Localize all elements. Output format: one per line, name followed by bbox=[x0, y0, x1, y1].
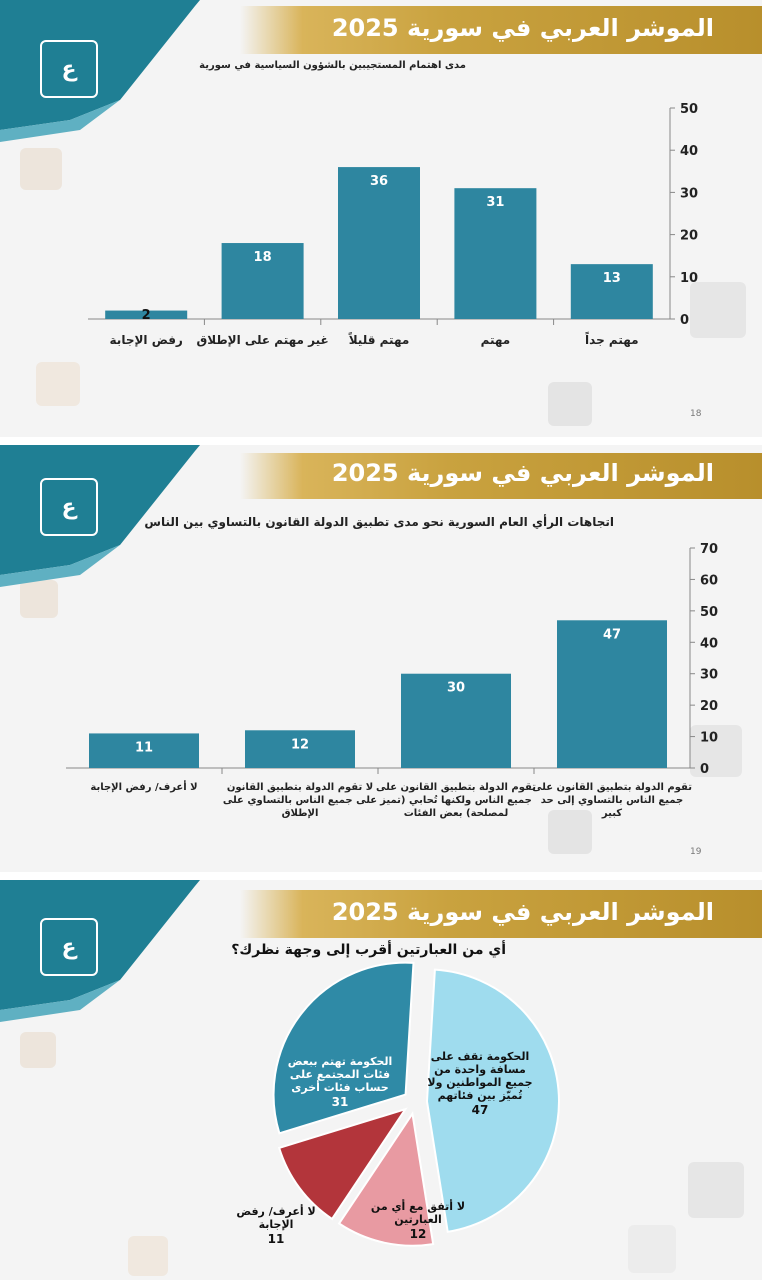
slice-value: 11 bbox=[268, 1232, 285, 1246]
x-tick-label: الإطلاق bbox=[282, 808, 319, 819]
x-tick-label: مهتم bbox=[481, 333, 511, 347]
decor-square bbox=[20, 148, 62, 190]
corner-ribbon bbox=[0, 445, 200, 587]
y-tick-label: 40 bbox=[700, 636, 718, 651]
data-label: 12 bbox=[291, 737, 309, 752]
data-label: 2 bbox=[142, 308, 151, 323]
data-label: 13 bbox=[603, 271, 621, 286]
page-number: 18 bbox=[690, 409, 702, 419]
decor-square bbox=[628, 1225, 676, 1273]
decor-square bbox=[548, 810, 592, 854]
logo: ع bbox=[40, 40, 98, 98]
slide-1: ع الموشر العربي في سورية 2025 مدى اهتمام… bbox=[0, 0, 762, 437]
x-tick-label: على جميع الناس بالتساوي على bbox=[223, 795, 377, 806]
slice-value: 31 bbox=[332, 1095, 349, 1109]
y-tick-label: 10 bbox=[680, 271, 698, 286]
y-tick-label: 20 bbox=[680, 229, 698, 244]
x-tick-label: جميع الناس ولكنها تُحابي (تميز bbox=[379, 795, 532, 806]
x-tick-label: كبير bbox=[601, 808, 622, 819]
slide-2: ع الموشر العربي في سورية 2025 اتجاهات ال… bbox=[0, 445, 762, 872]
x-tick-label: لا تقوم الدولة بتطبيق القانون bbox=[227, 782, 373, 793]
data-label: 36 bbox=[370, 174, 388, 189]
x-tick-label: لا أعرف/ رفض الإجابة bbox=[90, 780, 197, 793]
bar bbox=[105, 310, 188, 319]
decor-square bbox=[548, 382, 592, 426]
data-label: 11 bbox=[135, 740, 153, 755]
banner-title: الموشر العربي في سورية 2025 bbox=[331, 898, 714, 926]
chart-title: اتجاهات الرأي العام السورية نحو مدى تطبي… bbox=[144, 515, 614, 529]
pie-slice bbox=[337, 1111, 435, 1247]
y-tick-label: 50 bbox=[680, 102, 698, 117]
x-tick-label: تقوم الدولة بتطبيق القانون على bbox=[532, 782, 692, 793]
pie-slice bbox=[425, 968, 560, 1233]
decor-square bbox=[20, 1032, 56, 1068]
y-tick-label: 30 bbox=[700, 668, 718, 683]
x-tick-label: مهتم جداً bbox=[585, 331, 639, 347]
title-banner bbox=[240, 6, 762, 54]
slice-label: الإجابة bbox=[259, 1218, 294, 1231]
slice-label: لا أعرف/ رفض bbox=[236, 1204, 315, 1218]
bar bbox=[338, 167, 420, 319]
bar bbox=[557, 620, 667, 768]
slice-label: الحكومة تهتم ببعض bbox=[288, 1055, 393, 1068]
slice-label: لا أتفق مع أي من bbox=[371, 1199, 465, 1213]
pie-slice bbox=[277, 1107, 408, 1221]
title-banner bbox=[240, 890, 762, 938]
y-tick-label: 60 bbox=[700, 573, 718, 588]
data-label: 47 bbox=[603, 627, 621, 642]
slice-label: الحكومة تقف على bbox=[431, 1050, 530, 1063]
y-tick-label: 50 bbox=[700, 605, 718, 620]
x-tick-label: لمصلحة) بعض الفئات bbox=[404, 808, 509, 819]
pie-slice bbox=[272, 961, 415, 1135]
slice-value: 47 bbox=[472, 1103, 489, 1117]
bar bbox=[245, 730, 355, 768]
slice-label: جميع المواطنين ولا bbox=[427, 1076, 532, 1089]
bar bbox=[401, 673, 511, 768]
bar bbox=[454, 188, 537, 319]
decor-square bbox=[690, 725, 742, 777]
decor-square bbox=[690, 282, 746, 338]
slice-label: فئات المجتمع على bbox=[290, 1068, 390, 1081]
slice-label: حساب فئات أخرى bbox=[291, 1080, 388, 1094]
data-label: 18 bbox=[254, 250, 272, 265]
logo: ع bbox=[40, 918, 98, 976]
title-banner bbox=[240, 453, 762, 499]
x-tick-label: مهتم قليلاً bbox=[348, 332, 409, 347]
y-tick-label: 20 bbox=[700, 699, 718, 714]
y-tick-label: 30 bbox=[680, 186, 698, 201]
y-tick-label: 40 bbox=[680, 144, 698, 159]
banner-title: الموشر العربي في سورية 2025 bbox=[331, 459, 714, 487]
chart-title: مدى اهتمام المستجيبين بالشؤون السياسية ف… bbox=[199, 60, 466, 71]
slice-label: تُميّز بين فئاتهم bbox=[438, 1089, 523, 1102]
x-tick-label: غير مهتم على الإطلاق bbox=[197, 333, 329, 347]
chart-title: أي من العبارتين أقرب إلى وجهة نظرك؟ bbox=[231, 942, 506, 958]
decor-square bbox=[688, 1162, 744, 1218]
banner-title: الموشر العربي في سورية 2025 bbox=[331, 14, 714, 42]
slice-label: العبارتين bbox=[394, 1213, 442, 1226]
decor-square bbox=[36, 362, 80, 406]
bar bbox=[570, 264, 653, 319]
decor-square bbox=[20, 580, 58, 618]
page-number: 19 bbox=[690, 847, 702, 857]
y-tick-label: 0 bbox=[700, 762, 709, 777]
slice-label: مسافة واحدة من bbox=[434, 1063, 526, 1076]
slice-value: 12 bbox=[410, 1227, 427, 1241]
data-label: 30 bbox=[447, 681, 465, 696]
x-tick-label: رفض الإجابة bbox=[110, 333, 183, 347]
x-tick-label: تقوم الدولة بتطبيق القانون على bbox=[376, 782, 536, 793]
logo: ع bbox=[40, 478, 98, 536]
y-tick-label: 70 bbox=[700, 542, 718, 557]
bar-chart-2: 0 10 20 30 40 50 60 70 11 لا أعرف/ رفض الإجابة 12 ل… bbox=[66, 542, 718, 819]
bar bbox=[221, 243, 304, 319]
slide-3: ع الموشر العربي في سورية 2025 أي من العب… bbox=[0, 880, 762, 1280]
y-tick-label: 10 bbox=[700, 731, 718, 746]
bar bbox=[89, 733, 199, 768]
data-label: 31 bbox=[486, 195, 504, 210]
decor-square bbox=[128, 1236, 168, 1276]
bar-chart-1: 0 10 20 30 40 50 2 رفض الإجابة 18 غير مهتم على ال… bbox=[88, 102, 698, 347]
y-tick-label: 0 bbox=[680, 313, 689, 328]
x-tick-label: جميع الناس بالتساوي إلى حد bbox=[541, 795, 684, 806]
corner-ribbon bbox=[0, 880, 200, 1022]
